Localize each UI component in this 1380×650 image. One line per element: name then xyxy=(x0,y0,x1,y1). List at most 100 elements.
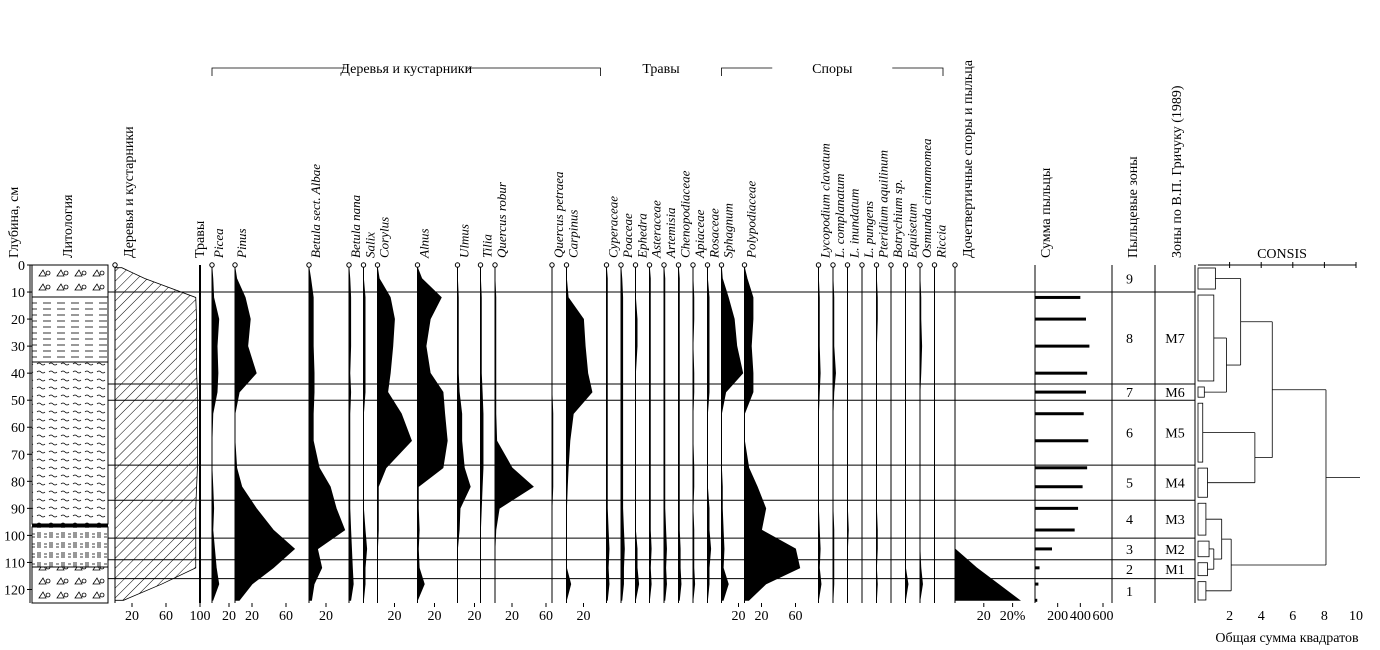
column-top-marker xyxy=(374,262,381,268)
taxon-area xyxy=(744,267,801,601)
x-tick-label: 600 xyxy=(1093,609,1114,624)
leaf-cluster xyxy=(1197,540,1210,558)
zone-label: 2 xyxy=(1126,563,1133,578)
column-label: Chenopodiaceae xyxy=(678,170,693,258)
column-top-marker xyxy=(549,262,555,268)
group-label: Деревья и кустарники xyxy=(340,62,472,77)
taxon-area xyxy=(905,267,909,601)
pollen-sum-bar xyxy=(1035,485,1083,489)
x-tick-label: 20 xyxy=(245,609,259,624)
taxon-area xyxy=(480,267,484,601)
taxon-area xyxy=(551,267,554,601)
pollen-sum-bar xyxy=(1035,344,1090,348)
pollen-sum-bar xyxy=(1035,566,1040,570)
depth-tick-label: 0 xyxy=(18,259,25,274)
x-tick-label: 20 xyxy=(222,609,236,624)
x-tick-label: 20 xyxy=(468,609,482,624)
depth-tick-label: 60 xyxy=(11,421,25,436)
x-tick-label: 20 xyxy=(755,609,769,624)
depth-tick-label: 120 xyxy=(4,583,25,598)
column-label: Osmunda cinnamomea xyxy=(919,138,934,258)
group-label-bg xyxy=(346,59,467,77)
column-top-marker xyxy=(112,262,118,268)
zone-label: 1 xyxy=(1126,585,1133,600)
taxon-area xyxy=(494,267,534,601)
column-top-marker xyxy=(690,262,696,268)
leaf-cluster xyxy=(1197,562,1208,577)
column-top-marker xyxy=(232,262,238,268)
column-top-marker xyxy=(815,262,822,268)
gricuk-zone-label: M6 xyxy=(1165,386,1184,401)
x-tick-label: 20 xyxy=(428,609,442,624)
x-tick-label: 20 xyxy=(505,609,519,624)
column-label: Botrychium sp. xyxy=(890,179,905,258)
column-label: Poaceae xyxy=(620,213,635,259)
zone-label: 6 xyxy=(1126,427,1133,442)
zone-label: 5 xyxy=(1126,477,1133,492)
column-label: Глубина, см xyxy=(7,187,22,258)
gricuk-zone-label: M5 xyxy=(1165,427,1184,442)
pollen-sum-bar xyxy=(1035,506,1079,510)
x-tick-label: 60 xyxy=(159,609,173,624)
column-label: Corylus xyxy=(377,217,392,258)
x-tick-label: 2 xyxy=(1226,609,1233,624)
x-tick-label: 20 xyxy=(977,609,991,624)
column-top-marker xyxy=(360,262,367,268)
depth-tick-label: 80 xyxy=(11,475,25,490)
gricuk-zone-label: M7 xyxy=(1165,332,1184,347)
column-top-marker xyxy=(563,262,570,268)
column-label: Polypodiaceae xyxy=(744,181,759,259)
x-tick-label: 60 xyxy=(539,609,553,624)
group-label-bg xyxy=(601,59,721,77)
depth-tick-label: 40 xyxy=(11,367,25,382)
zone-label: 8 xyxy=(1126,332,1133,347)
column-label: Lycopodium clavatum xyxy=(818,143,833,259)
column-label: Cyperaceae xyxy=(606,196,621,258)
taxon-area xyxy=(234,267,296,601)
taxon-area xyxy=(663,267,667,601)
lithology-layer xyxy=(31,264,109,298)
lithology-layer xyxy=(31,566,109,604)
taxon-area xyxy=(211,267,220,601)
lithology-layer xyxy=(31,296,109,363)
column-label: Pinus xyxy=(234,228,249,259)
column-label: Пыльцевые зоны xyxy=(1126,156,1141,258)
column-label: Pteridium aquilinum xyxy=(876,150,891,259)
pollen-sum-bar xyxy=(1035,390,1086,394)
x-tick-label: 400 xyxy=(1070,609,1091,624)
taxon-area xyxy=(692,267,696,601)
depth-tick-label: 90 xyxy=(11,502,25,517)
taxon-area xyxy=(363,267,368,601)
column-label: Apiaceae xyxy=(692,209,707,259)
column-label: Ephedra xyxy=(635,213,650,259)
group-label-bg xyxy=(772,59,893,77)
x-tick-label: 200 xyxy=(1047,609,1068,624)
column-top-marker xyxy=(931,262,938,268)
column-label: Литология xyxy=(61,194,76,258)
x-tick-label: 60 xyxy=(789,609,803,624)
column-top-marker xyxy=(741,262,748,268)
taxon-area xyxy=(606,267,610,601)
column-top-marker xyxy=(917,262,923,268)
pollen-sum-bar xyxy=(1035,439,1089,443)
pollen-sum-bar xyxy=(1035,412,1084,416)
gricuk-zone-label: M4 xyxy=(1165,477,1184,492)
column-top-marker xyxy=(618,262,624,268)
x-tick-label: 20% xyxy=(1000,609,1026,624)
dendrogram-title: CONSIS xyxy=(1257,247,1307,262)
leaf-cluster xyxy=(1197,402,1204,463)
depth-tick-label: 110 xyxy=(5,556,25,571)
x-tick-label: 60 xyxy=(279,609,293,624)
x-tick-label: 100 xyxy=(190,609,211,624)
column-top-marker xyxy=(675,262,682,268)
column-top-marker xyxy=(603,262,610,268)
depth-tick-label: 100 xyxy=(4,529,25,544)
column-top-marker xyxy=(646,262,653,268)
taxon-area xyxy=(832,267,836,601)
leaf-cluster xyxy=(1197,467,1208,498)
column-label: L. complanatum xyxy=(832,174,847,260)
gricuk-zone-label: M2 xyxy=(1165,543,1184,558)
taxon-area xyxy=(566,267,593,601)
taxon-area xyxy=(847,267,849,601)
